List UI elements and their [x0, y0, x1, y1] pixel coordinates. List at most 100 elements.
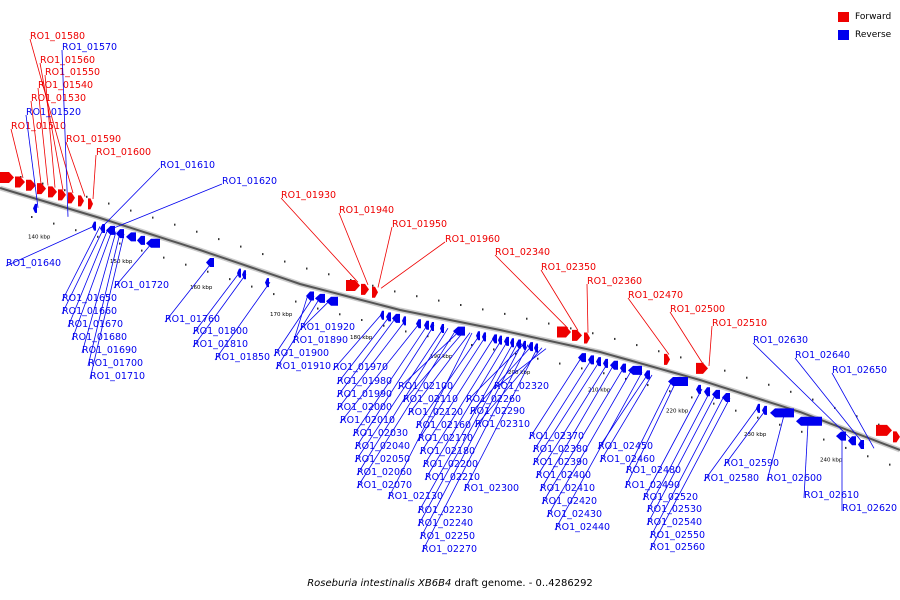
tick-mark: [174, 223, 176, 226]
scale-label: 170 kbp: [270, 312, 293, 318]
reverse-gene-label-leader: [407, 332, 471, 416]
reverse-gene-label: RO1_01800: [193, 326, 248, 337]
tick-mark: [801, 430, 803, 433]
reverse-gene: [510, 338, 514, 348]
reverse-gene-label-leader: [354, 327, 445, 463]
forward-gene: [876, 424, 892, 436]
forward-gene: [88, 198, 93, 210]
tick-mark: [845, 446, 847, 449]
forward-gene-label: RO1_01510: [11, 121, 66, 132]
reverse-gene: [603, 358, 608, 368]
tick-mark: [581, 367, 583, 370]
tick-mark: [42, 182, 44, 185]
tick-mark: [31, 216, 33, 218]
reverse-gene: [440, 324, 444, 333]
forward-gene-label: RO1_01600: [96, 147, 151, 158]
reverse-gene-label: RO1_01890: [293, 335, 348, 346]
reverse-gene-label-leader: [421, 344, 529, 553]
reverse-gene-label-leader: [624, 381, 677, 489]
tick-mark: [317, 307, 319, 310]
tick-mark: [460, 304, 462, 306]
reverse-gene-label-leader: [649, 395, 725, 539]
reverse-gene: [836, 431, 846, 441]
reverse-gene-label: RO1_02030: [353, 428, 408, 439]
reverse-gene-label: RO1_02640: [795, 350, 850, 361]
forward-gene: [26, 179, 36, 191]
tick-mark: [295, 300, 297, 303]
reverse-gene: [492, 334, 497, 344]
reverse-gene-label-leader: [61, 49, 69, 217]
tick-mark: [724, 369, 726, 372]
reverse-gene: [796, 416, 822, 426]
forward-gene-label-leader: [494, 254, 569, 329]
reverse-gene-label-leader: [419, 343, 523, 540]
reverse-gene-label-leader: [539, 364, 615, 492]
reverse-gene-label: RO1_02460: [600, 454, 655, 465]
forward-gene: [48, 186, 57, 198]
reverse-gene-label: RO1_02160: [416, 420, 471, 431]
tick-mark: [251, 285, 253, 288]
reverse-gene-label: RO1_01980: [337, 376, 392, 387]
reverse-gene-label-leader: [417, 335, 487, 442]
caption-rest: draft genome. - 0..4286292: [451, 578, 593, 589]
reverse-gene-label-leader: [61, 227, 105, 315]
reverse-gene: [696, 384, 701, 394]
forward-gene: [372, 286, 378, 298]
tick-mark: [471, 344, 473, 346]
reverse-gene-label-leader: [554, 372, 643, 531]
reverse-gene: [206, 258, 214, 268]
reverse-gene-label: RO1_02610: [804, 490, 859, 501]
tick-mark: [889, 463, 891, 466]
reverse-gene-label: RO1_02440: [555, 522, 610, 533]
reverse-gene: [380, 310, 384, 320]
scale-label: 150 kbp: [110, 259, 133, 265]
reverse-gene: [326, 296, 338, 306]
reverse-gene-label: RO1_02400: [536, 470, 591, 481]
tick-mark: [559, 362, 561, 365]
reverse-gene-label-leader: [422, 338, 503, 468]
reverse-gene-label-leader: [336, 317, 397, 398]
reverse-gene-label-leader: [469, 345, 533, 415]
forward-gene: [346, 279, 360, 291]
reverse-gene-label-leader: [642, 388, 703, 501]
reverse-gene-label: RO1_02390: [533, 457, 588, 468]
reverse-gene-label: RO1_02200: [423, 459, 478, 470]
forward-gene-label-leader: [338, 212, 369, 286]
reverse-gene-label-leader: [214, 281, 271, 361]
reverse-gene-label: RO1_02450: [598, 441, 653, 452]
tick-mark: [790, 390, 792, 393]
tick-mark: [812, 398, 814, 401]
tick-mark: [669, 390, 671, 393]
reverse-gene-label-leader: [25, 114, 39, 208]
reverse-gene-label-leader: [71, 230, 113, 341]
forward-gene-label: RO1_01930: [281, 190, 336, 201]
reverse-gene: [430, 322, 434, 331]
reverse-gene-label-leader: [67, 228, 109, 328]
reverse-gene: [756, 403, 760, 413]
reverse-gene-label: RO1_02550: [650, 530, 705, 541]
tick-mark: [383, 324, 385, 327]
forward-gene: [584, 332, 590, 344]
tick-mark: [647, 384, 649, 387]
tick-mark: [141, 249, 143, 252]
reverse-gene-label-leader: [803, 423, 809, 499]
caption: Roseburia intestinalis XB6B4 draft genom…: [0, 578, 900, 589]
reverse-gene-label: RO1_01910: [276, 361, 331, 372]
forward-gene: [664, 353, 670, 365]
reverse-gene-label-leader: [535, 362, 609, 479]
reverse-gene-label-leader: [81, 231, 117, 354]
reverse-gene: [516, 339, 521, 349]
reverse-gene-label-leader: [474, 347, 543, 428]
reverse-gene: [137, 235, 145, 245]
reverse-gene-label: RO1_01710: [90, 371, 145, 382]
tick-mark: [229, 278, 231, 281]
reverse-gene: [146, 238, 160, 248]
tick-mark: [284, 260, 286, 263]
tick-mark: [361, 319, 363, 321]
reverse-gene-label-leader: [723, 409, 767, 467]
reverse-gene: [306, 291, 314, 301]
tick-mark: [196, 230, 198, 233]
legend-reverse: Reverse: [838, 26, 898, 44]
reverse-gene-label-leader: [463, 346, 539, 492]
